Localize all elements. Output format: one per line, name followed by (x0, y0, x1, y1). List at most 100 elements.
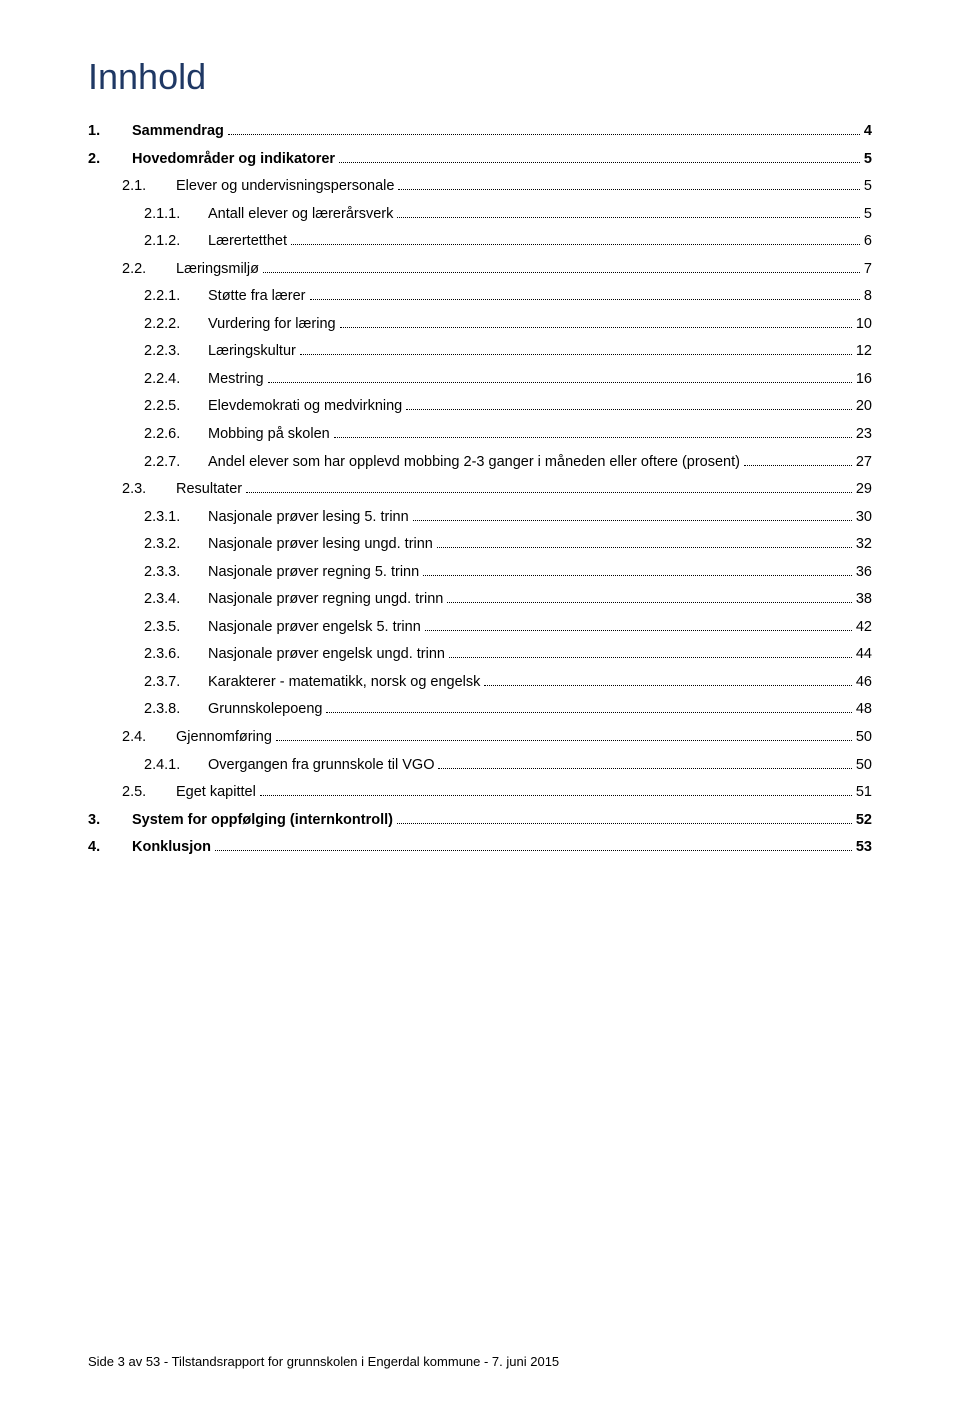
toc-entry-label: Elever og undervisningspersonale (172, 173, 394, 201)
toc-entry-label: Hovedområder og indikatorer (128, 146, 335, 174)
toc-entry[interactable]: 2.3.2.Nasjonale prøver lesing ungd. trin… (144, 531, 872, 559)
toc-entry-page: 12 (856, 338, 872, 366)
toc-entry-page: 23 (856, 421, 872, 449)
toc-leader-dots (326, 704, 851, 714)
toc-entry-page: 50 (856, 724, 872, 752)
toc-entry-label: Overgangen fra grunnskole til VGO (204, 752, 434, 780)
toc-entry-page: 10 (856, 311, 872, 339)
toc-entry[interactable]: 2.3.6.Nasjonale prøver engelsk ungd. tri… (144, 641, 872, 669)
toc-leader-dots (438, 759, 851, 769)
toc-leader-dots (339, 153, 860, 163)
toc-entry[interactable]: 3.System for oppfølging (internkontroll)… (88, 807, 872, 835)
spacer (88, 862, 872, 1330)
toc-entry-number: 2.3.1. (144, 504, 204, 532)
toc-leader-dots (484, 676, 851, 686)
toc-entry-label: Antall elever og lærerårsverk (204, 201, 393, 229)
toc-leader-dots (276, 731, 852, 741)
toc-entry-label: Grunnskolepoeng (204, 696, 322, 724)
toc-entry[interactable]: 2.1.1.Antall elever og lærerårsverk5 (144, 201, 872, 229)
toc-entry-label: Vurdering for læring (204, 311, 336, 339)
toc-leader-dots (268, 373, 852, 383)
toc-entry[interactable]: 2.2.4.Mestring16 (144, 366, 872, 394)
toc-entry-page: 51 (856, 779, 872, 807)
toc-entry-page: 8 (864, 283, 872, 311)
toc-entry[interactable]: 2.3.4.Nasjonale prøver regning ungd. tri… (144, 586, 872, 614)
toc-leader-dots (300, 346, 852, 356)
toc-leader-dots (425, 621, 852, 631)
toc-entry-number: 2.3. (122, 476, 172, 504)
toc-leader-dots (447, 594, 852, 604)
toc-entry[interactable]: 2.3.7.Karakterer - matematikk, norsk og … (144, 669, 872, 697)
toc-entry[interactable]: 2.4.Gjennomføring50 (122, 724, 872, 752)
toc-entry-label: Støtte fra lærer (204, 283, 306, 311)
toc-entry-label: Konklusjon (128, 834, 211, 862)
toc-entry-page: 6 (864, 228, 872, 256)
toc-entry[interactable]: 2.4.1.Overgangen fra grunnskole til VGO5… (144, 752, 872, 780)
toc-entry-page: 38 (856, 586, 872, 614)
toc-entry-page: 53 (856, 834, 872, 862)
toc-entry-number: 2.2.6. (144, 421, 204, 449)
toc-leader-dots (744, 456, 852, 466)
toc-entry-page: 5 (864, 201, 872, 229)
toc-entry-number: 2.2. (122, 256, 172, 284)
toc-entry-number: 2.3.7. (144, 669, 204, 697)
toc-entry-number: 2.3.4. (144, 586, 204, 614)
toc-entry-label: Gjennomføring (172, 724, 272, 752)
toc-entry-label: Elevdemokrati og medvirkning (204, 393, 402, 421)
toc-entry-page: 48 (856, 696, 872, 724)
toc-leader-dots (263, 263, 860, 273)
toc-entry-label: Nasjonale prøver engelsk ungd. trinn (204, 641, 445, 669)
toc-entry-label: System for oppfølging (internkontroll) (128, 807, 393, 835)
toc-entry[interactable]: 2.1.2.Lærertetthet6 (144, 228, 872, 256)
toc-entry[interactable]: 2.2.1.Støtte fra lærer8 (144, 283, 872, 311)
toc-entry[interactable]: 4.Konklusjon 53 (88, 834, 872, 862)
toc-entry-page: 27 (856, 449, 872, 477)
toc-leader-dots (334, 428, 852, 438)
toc-leader-dots (437, 539, 852, 549)
toc-entry[interactable]: 2.2.6.Mobbing på skolen23 (144, 421, 872, 449)
toc-entry-label: Sammendrag (128, 118, 224, 146)
toc-entry[interactable]: 2.2.5.Elevdemokrati og medvirkning20 (144, 393, 872, 421)
toc-entry[interactable]: 2.3.3.Nasjonale prøver regning 5. trinn3… (144, 559, 872, 587)
toc-entry-number: 2.3.2. (144, 531, 204, 559)
page: Innhold 1.Sammendrag42.Hovedområder og i… (0, 0, 960, 1425)
toc-entry[interactable]: 2.3.8.Grunnskolepoeng48 (144, 696, 872, 724)
toc-entry-label: Nasjonale prøver lesing 5. trinn (204, 504, 409, 532)
toc-entry-page: 42 (856, 614, 872, 642)
toc-entry-number: 2.2.2. (144, 311, 204, 339)
toc-entry-number: 2. (88, 146, 128, 174)
toc-entry[interactable]: 2.3.1.Nasjonale prøver lesing 5. trinn30 (144, 504, 872, 532)
toc-entry[interactable]: 2.1.Elever og undervisningspersonale5 (122, 173, 872, 201)
toc-entry[interactable]: 2.2.2.Vurdering for læring 10 (144, 311, 872, 339)
toc-entry[interactable]: 2.2.7.Andel elever som har opplevd mobbi… (144, 449, 872, 477)
toc-leader-dots (397, 208, 860, 218)
toc-entry[interactable]: 2.2.3.Læringskultur 12 (144, 338, 872, 366)
toc-entry[interactable]: 2.2.Læringsmiljø7 (122, 256, 872, 284)
toc-entry-page: 46 (856, 669, 872, 697)
toc-leader-dots (398, 180, 859, 190)
toc-leader-dots (310, 291, 860, 301)
toc-entry-label: Nasjonale prøver regning ungd. trinn (204, 586, 443, 614)
toc-entry-label: Nasjonale prøver lesing ungd. trinn (204, 531, 433, 559)
toc-entry[interactable]: 2.3.Resultater29 (122, 476, 872, 504)
toc-entry[interactable]: 2.5.Eget kapittel51 (122, 779, 872, 807)
toc-leader-dots (397, 814, 852, 824)
toc-leader-dots (340, 318, 852, 328)
toc-entry[interactable]: 1.Sammendrag4 (88, 118, 872, 146)
toc-entry-number: 2.5. (122, 779, 172, 807)
toc-entry-page: 5 (864, 173, 872, 201)
toc-entry-page: 36 (856, 559, 872, 587)
page-footer: Side 3 av 53 - Tilstandsrapport for grun… (88, 1354, 872, 1369)
toc-entry-label: Læringskultur (204, 338, 296, 366)
toc-entry-number: 4. (88, 834, 128, 862)
toc-leader-dots (228, 125, 860, 135)
toc-leader-dots (260, 786, 852, 796)
toc-entry-label: Karakterer - matematikk, norsk og engels… (204, 669, 480, 697)
toc-entry[interactable]: 2.Hovedområder og indikatorer5 (88, 146, 872, 174)
toc-entry-label: Andel elever som har opplevd mobbing 2-3… (204, 449, 740, 477)
toc-entry-number: 2.2.3. (144, 338, 204, 366)
toc-entry-number: 1. (88, 118, 128, 146)
toc-entry[interactable]: 2.3.5.Nasjonale prøver engelsk 5. trinn4… (144, 614, 872, 642)
toc-entry-number: 3. (88, 807, 128, 835)
toc-leader-dots (246, 483, 852, 493)
